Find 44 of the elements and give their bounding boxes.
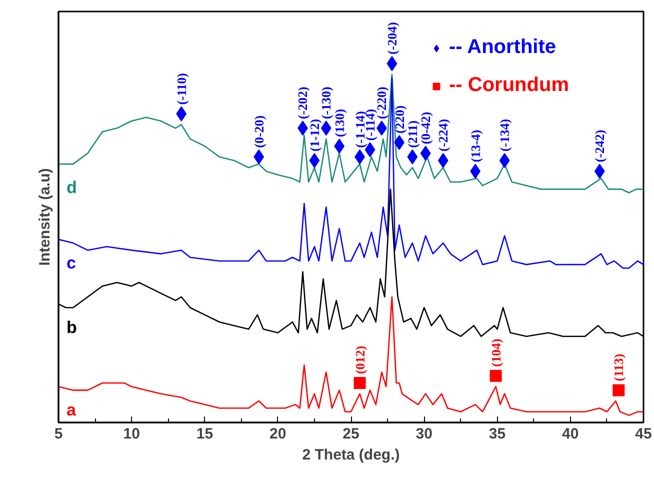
annotation: (220) [392,105,407,134]
x-tick-label: 5 [54,426,63,442]
annotation: (-130) [318,86,334,120]
point [354,377,366,390]
legend-label: -- Anorthite [449,36,556,59]
point [594,164,605,179]
annotation: (-134) [497,118,512,152]
annotation: (104) [488,338,504,367]
x-axis-title: 2 Theta (deg.) [302,446,400,464]
x-tick-label: 35 [488,426,506,442]
x-tick-label: 40 [562,426,579,442]
x-tick-label: 45 [635,426,652,442]
series-label: a [66,400,76,420]
annotation: (113) [611,354,626,382]
x-tick-label: 10 [123,426,140,442]
point [407,149,418,164]
point [176,106,187,122]
annotation: (130) [332,108,347,138]
x-tick-label: 15 [196,426,214,442]
annotation: (13-4) [468,130,483,162]
annotation: (0-20) [251,115,266,148]
annotation: (-110) [174,73,189,105]
point [490,370,502,382]
point [254,149,264,164]
legend-label: -- Corundum [449,74,569,97]
point [386,56,398,72]
annotation: (-204) [384,22,400,55]
point [438,152,448,168]
series-label: c [66,253,76,272]
point [499,152,510,168]
point [612,384,625,396]
series-label: b [66,318,77,338]
annotation: (012) [352,346,368,374]
annotation: (-224) [436,118,451,152]
annotation: (-242) [592,130,608,162]
x-tick-label: 25 [342,426,360,442]
annotation: (-202) [295,86,310,120]
series-label: d [66,178,77,198]
y-axis-title: Intensity (a.u) [36,168,54,266]
point [309,152,320,168]
x-tick-label: 20 [270,426,286,442]
x-tick-label: 30 [416,426,432,442]
point [420,146,431,161]
annotation: (1-12) [306,118,322,152]
